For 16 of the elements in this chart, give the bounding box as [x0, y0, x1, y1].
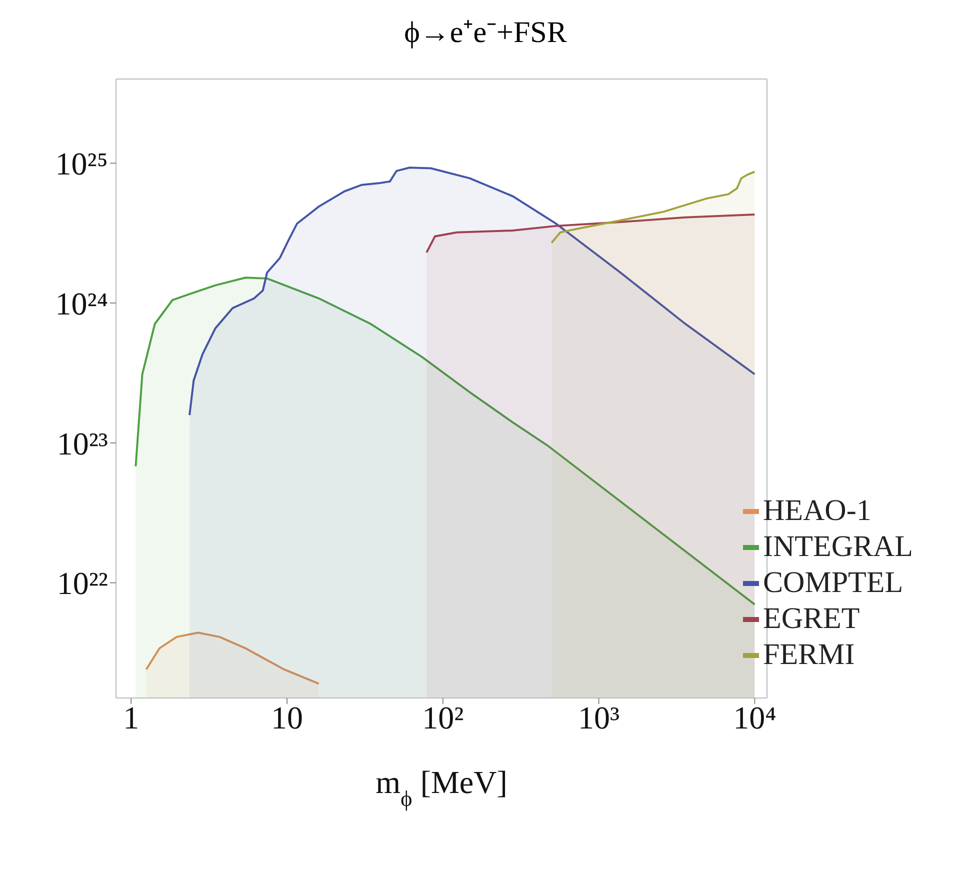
- y-tick-label: 10²⁵: [55, 146, 108, 182]
- y-tick-label: 10²²: [56, 565, 108, 602]
- x-tick-label: 10²: [422, 700, 464, 736]
- x-axis-title: m$_{ϕ}$ [MeV]: [376, 764, 508, 810]
- legend-label: INTEGRAL: [763, 529, 913, 565]
- y-tick-label: 10²³: [56, 425, 108, 462]
- chart-title: ϕ→e⁺e⁻+FSR: [403, 15, 568, 51]
- y-tick-label: 10²⁴: [55, 285, 108, 322]
- legend-label: HEAO-1: [763, 493, 872, 529]
- legend-label: EGRET: [763, 601, 860, 637]
- x-tick-label: 10⁴: [733, 700, 776, 736]
- legend-label: COMPTEL: [763, 565, 904, 601]
- x-tick-label: 1: [123, 700, 140, 736]
- x-tick-label: 10³: [578, 700, 620, 736]
- legend-label: FERMI: [763, 637, 855, 673]
- x-tick-label: 10: [271, 700, 303, 736]
